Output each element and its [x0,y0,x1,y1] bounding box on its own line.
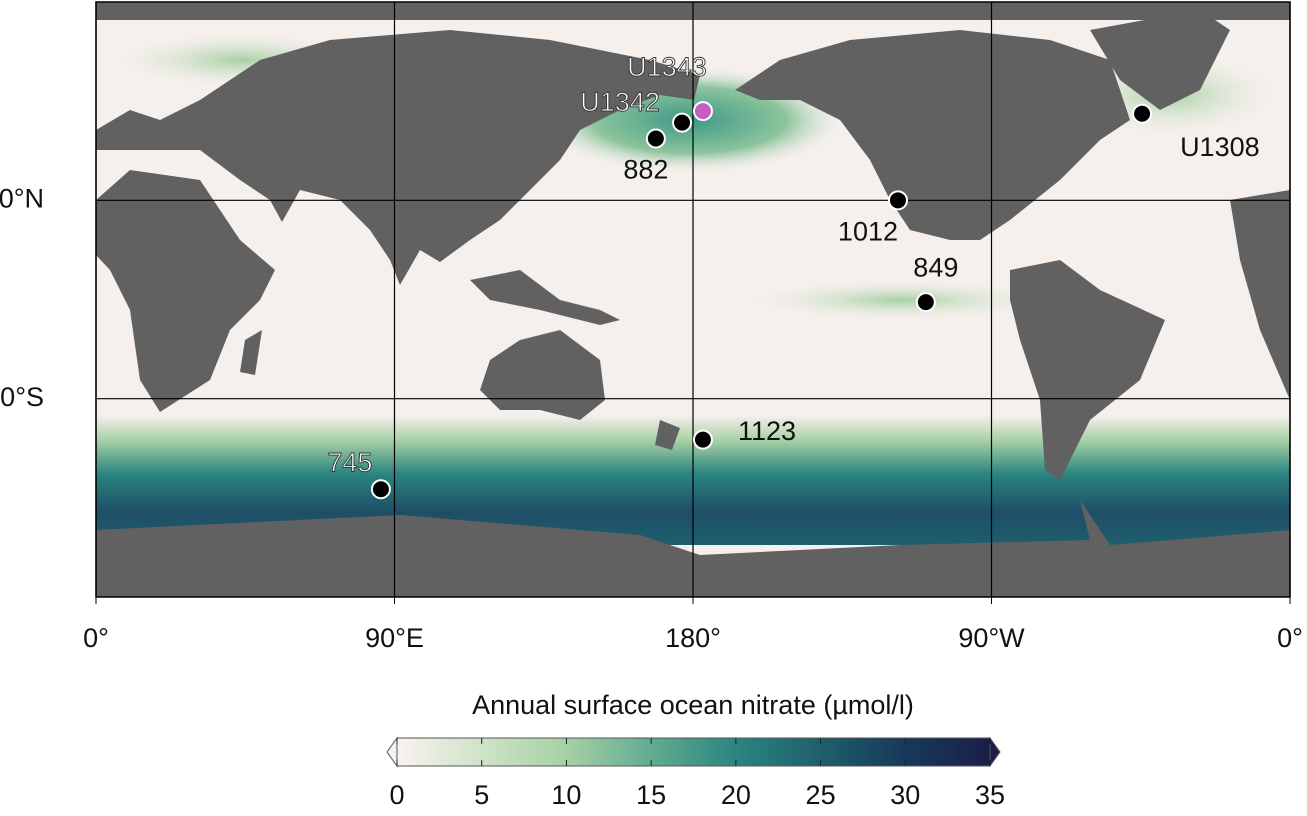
site-label: U1342 [580,87,660,117]
site-marker [692,429,713,450]
colorbar-tick-label: 15 [636,780,666,810]
site-label: U1308 [1180,132,1260,162]
colorbar-title: Annual surface ocean nitrate (µmol/l) [472,690,914,720]
colorbar-tick-label: 20 [721,780,751,810]
site-marker [1132,103,1153,124]
x-tick-label: 180° [665,623,721,653]
x-tick-label: 90°W [958,623,1025,653]
colorbar-tick-label: 0 [389,780,404,810]
colorbar-max-arrow [989,736,1001,768]
site-label: U1343 [627,52,707,82]
site-marker [692,101,713,122]
site-label: 1012 [838,216,898,246]
colorbar-min-arrow [386,736,398,768]
site-label: 849 [913,252,958,282]
colorbar-tick-label: 30 [890,780,920,810]
colorbar-tick-label: 35 [975,780,1005,810]
y-tick-label: 30°S [0,382,44,412]
colorbar-tick-label: 25 [806,780,836,810]
site-marker [672,112,693,133]
site-label: 1123 [738,416,796,446]
x-tick-label: 90°E [365,623,424,653]
site-label: 882 [623,155,668,185]
site-marker [915,292,936,313]
y-tick-label: 30°N [0,183,44,213]
site-marker [370,479,391,500]
site-marker [645,128,666,149]
colorbar [396,737,991,767]
site-marker [887,190,908,211]
colorbar-tick-label: 10 [551,780,581,810]
x-tick-label: 0° [1277,623,1303,653]
x-tick-label: 0° [83,623,109,653]
colorbar-tick-label: 5 [474,780,489,810]
site-label: 745 [327,447,372,477]
